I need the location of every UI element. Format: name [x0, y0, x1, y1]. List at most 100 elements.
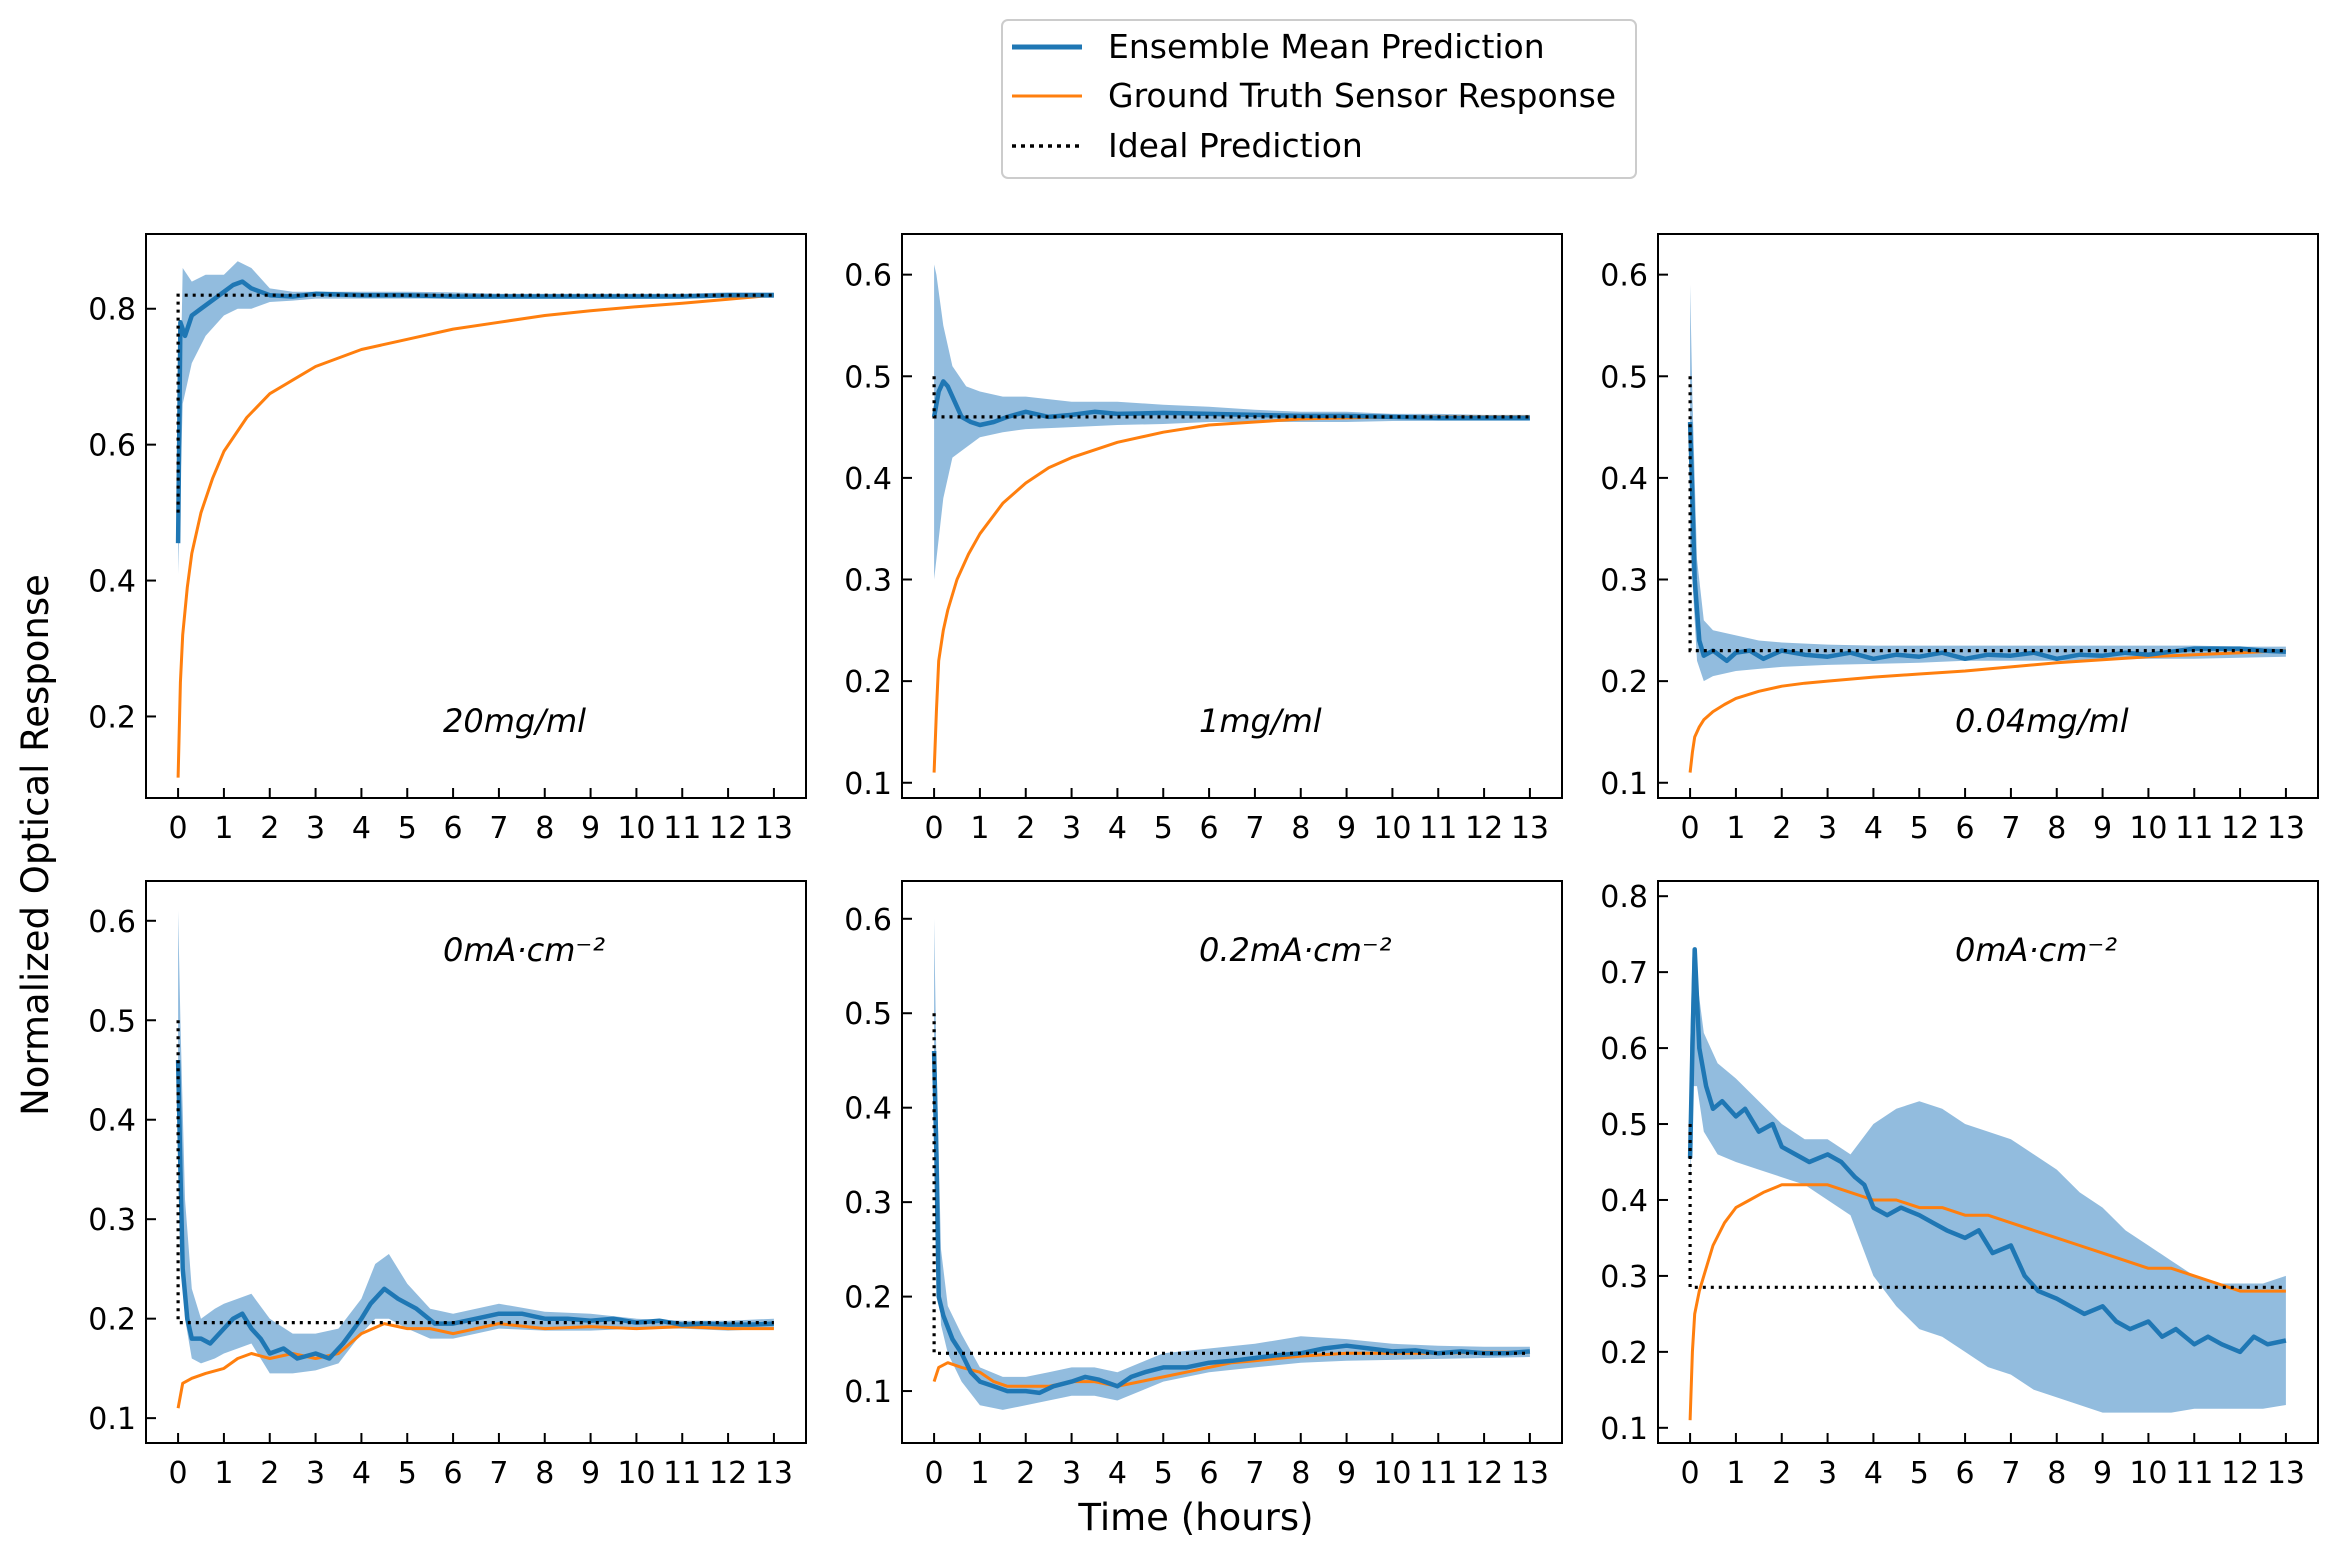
- uncertainty-band: [1690, 284, 2286, 682]
- legend-label-prediction: Ensemble Mean Prediction: [1108, 27, 1545, 66]
- x-tick-label: 0: [925, 811, 944, 846]
- axes-frame: [145, 233, 807, 799]
- y-tick-label: 0.6: [844, 259, 892, 294]
- y-axis-label: Normalized Optical Response: [14, 574, 57, 1116]
- x-tick-label: 10: [617, 811, 655, 846]
- axes-frame: [1657, 880, 2319, 1444]
- x-tick-label: 9: [581, 811, 600, 846]
- prediction-series-line: [931, 379, 1530, 428]
- x-tick-label: 1: [970, 811, 989, 846]
- y-tick-label: 0.5: [88, 1004, 136, 1039]
- y-tick-label: 0.8: [88, 293, 136, 328]
- x-tick-label: 6: [1956, 811, 1975, 846]
- x-tick-label: 8: [535, 1456, 554, 1491]
- prediction-series-line: [1687, 421, 2287, 664]
- x-tick-label: 1: [1726, 1456, 1745, 1491]
- x-tick-label: 2: [1772, 1456, 1791, 1491]
- x-tick-label: 0: [169, 1456, 188, 1491]
- y-tick-label: 0.1: [844, 1375, 892, 1410]
- x-tick-label: 10: [2129, 811, 2167, 846]
- x-tick-label: 3: [1818, 811, 1837, 846]
- x-tick-label: 7: [1245, 1456, 1264, 1491]
- plot-area: [1687, 284, 2287, 773]
- axes-frame: [901, 880, 1563, 1444]
- truth-series-line: [176, 1322, 774, 1409]
- ideal-series-line: [1688, 1124, 2286, 1289]
- x-tick-label: 5: [1154, 1456, 1173, 1491]
- x-tick-label: 5: [1910, 1456, 1929, 1491]
- ideal-series-line: [1688, 376, 2286, 653]
- y-tick-label: 0.3: [844, 1186, 892, 1221]
- x-tick-label: 9: [2093, 811, 2112, 846]
- prediction-series-line: [1687, 947, 2287, 1355]
- x-tick-label: 13: [1511, 1456, 1549, 1491]
- x-tick-label: 7: [2001, 1456, 2020, 1491]
- x-tick-label: 4: [352, 1456, 371, 1491]
- y-tick-label: 0.4: [88, 565, 136, 600]
- y-tick-label: 0.1: [1600, 767, 1648, 802]
- x-tick-label: 4: [352, 811, 371, 846]
- x-tick-label: 5: [1154, 811, 1173, 846]
- x-tick-label: 11: [663, 1456, 701, 1491]
- x-tick-label: 11: [2175, 1456, 2213, 1491]
- y-tick-label: 0.4: [1600, 1184, 1648, 1219]
- x-tick-label: 11: [1419, 1456, 1457, 1491]
- y-tick-label: 0.3: [88, 1203, 136, 1238]
- axes-frame: [1657, 233, 2319, 799]
- x-tick-label: 9: [2093, 1456, 2112, 1491]
- x-tick-label: 12: [709, 811, 747, 846]
- plot-area: [175, 261, 775, 778]
- y-tick-label: 0.2: [1600, 1336, 1648, 1371]
- x-tick-label: 13: [755, 1456, 793, 1491]
- x-tick-label: 2: [1772, 811, 1791, 846]
- x-tick-label: 8: [1291, 1456, 1310, 1491]
- y-tick-label: 0.2: [1600, 665, 1648, 700]
- x-tick-label: 12: [2221, 1456, 2259, 1491]
- x-tick-label: 13: [2267, 811, 2305, 846]
- x-tick-label: 6: [1200, 811, 1219, 846]
- ideal-series-line: [932, 1013, 1530, 1355]
- x-tick-label: 2: [260, 1456, 279, 1491]
- axes-frame: [145, 880, 807, 1444]
- truth-series-line: [176, 293, 775, 778]
- x-tick-label: 4: [1864, 811, 1883, 846]
- prediction-series-line: [931, 1050, 1531, 1396]
- panel-2: 0 1 2 3 4 5 6 7 8 9 10 11 12 130.10.20.30.40.50.61mg/…: [844, 233, 1563, 846]
- x-tick-label: 10: [1373, 811, 1411, 846]
- x-tick-label: 2: [1016, 811, 1035, 846]
- x-tick-label: 8: [1291, 811, 1310, 846]
- truth-series-line: [1688, 649, 2286, 773]
- plot-area: [931, 264, 1530, 773]
- plot-area: [1687, 947, 2287, 1421]
- x-tick-label: 11: [1419, 811, 1457, 846]
- x-tick-label: 0: [925, 1456, 944, 1491]
- x-tick-label: 7: [489, 811, 508, 846]
- x-tick-label: 8: [2047, 1456, 2066, 1491]
- y-tick-label: 0.3: [1600, 1260, 1648, 1295]
- uncertainty-band: [178, 261, 774, 574]
- y-tick-label: 0.3: [844, 564, 892, 599]
- y-tick-label: 0.5: [1600, 1108, 1648, 1143]
- x-tick-label: 2: [260, 811, 279, 846]
- legend-frame: [1001, 19, 1637, 179]
- panel-annotation: 0.04mg/ml: [1955, 702, 2129, 740]
- x-tick-label: 3: [1062, 1456, 1081, 1491]
- x-tick-label: 6: [444, 1456, 463, 1491]
- x-tick-label: 8: [2047, 811, 2066, 846]
- x-tick-label: 12: [1465, 811, 1503, 846]
- y-tick-label: 0.6: [1600, 1032, 1648, 1067]
- y-tick-label: 0.7: [1600, 956, 1648, 991]
- uncertainty-band: [1690, 956, 2286, 1413]
- ideal-series-line: [176, 293, 774, 513]
- y-tick-label: 0.1: [1600, 1412, 1648, 1447]
- x-tick-label: 9: [1337, 811, 1356, 846]
- x-tick-label: 1: [1726, 811, 1745, 846]
- legend-label-truth: Ground Truth Sensor Response: [1108, 76, 1616, 115]
- x-tick-label: 3: [306, 811, 325, 846]
- x-tick-label: 5: [398, 1456, 417, 1491]
- y-tick-label: 0.5: [844, 997, 892, 1032]
- x-tick-label: 6: [444, 811, 463, 846]
- panel-6: 0 1 2 3 4 5 6 7 8 9 10 11 12 130.10.20.30.40.50.60.70…: [1600, 880, 2319, 1491]
- x-tick-label: 3: [306, 1456, 325, 1491]
